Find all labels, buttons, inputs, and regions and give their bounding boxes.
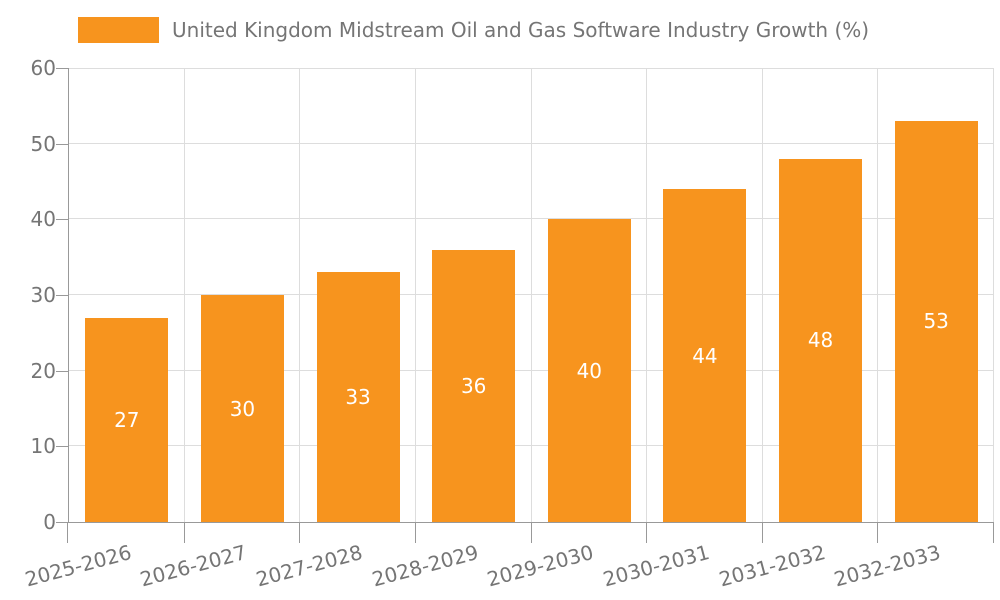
x-axis-tick — [299, 523, 301, 543]
y-axis-label: 0 — [43, 510, 56, 534]
bar-value-label: 33 — [345, 385, 371, 410]
x-axis-label: 2031-2032 — [716, 540, 828, 592]
bar-value-label: 30 — [229, 396, 256, 421]
bar[interactable]: 36 — [432, 249, 516, 522]
x-axis-tick — [183, 523, 185, 543]
y-gridline — [69, 369, 994, 371]
bar[interactable]: 48 — [779, 158, 863, 522]
bar-value-label: 36 — [460, 373, 487, 398]
x-gridline — [530, 68, 532, 522]
x-gridline — [183, 68, 185, 522]
y-axis-tick — [56, 68, 68, 69]
legend-label: United Kingdom Midstream Oil and Gas Sof… — [172, 18, 870, 42]
y-axis-tick — [56, 446, 68, 448]
y-axis-label: 10 — [30, 434, 56, 459]
y-gridline — [69, 445, 994, 447]
x-gridline — [877, 68, 879, 522]
x-axis-label: 2029-2030 — [484, 540, 597, 592]
y-axis-tick — [56, 143, 68, 145]
x-axis-tick — [646, 523, 648, 543]
legend-swatch-icon — [78, 17, 159, 43]
x-axis-label: 2026-2027 — [137, 540, 250, 592]
x-axis-label: 2032-2033 — [831, 540, 944, 592]
y-gridline — [69, 142, 994, 144]
y-axis-label: 20 — [30, 358, 56, 383]
x-axis-tick — [761, 523, 763, 543]
bar[interactable]: 40 — [547, 219, 631, 522]
bar[interactable]: 30 — [200, 295, 284, 522]
x-gridline — [993, 68, 994, 522]
x-axis-tick — [993, 523, 994, 543]
x-axis-label: 2025-2026 — [22, 540, 134, 592]
bar[interactable]: 44 — [663, 189, 747, 522]
bar[interactable]: 53 — [894, 120, 978, 522]
y-axis-label: 50 — [30, 131, 56, 156]
y-axis-label: 30 — [30, 283, 56, 307]
legend[interactable]: United Kingdom Midstream Oil and Gas Sof… — [78, 17, 869, 43]
y-gridline — [69, 68, 994, 69]
y-axis-label: 40 — [30, 207, 56, 232]
x-axis-label: 2030-2031 — [600, 540, 712, 592]
y-axis-tick — [56, 522, 68, 523]
y-gridline — [69, 218, 994, 220]
plot-area: 27 30 33 36 40 44 48 53 — [68, 68, 994, 523]
y-axis-label: 60 — [30, 56, 56, 80]
x-axis-label: 2027-2028 — [253, 540, 366, 592]
bar-value-label: 48 — [807, 328, 834, 353]
x-axis-tick — [530, 523, 532, 543]
y-axis-tick — [56, 219, 68, 221]
y-axis-tick — [56, 295, 68, 296]
bar-value-label: 53 — [923, 309, 949, 334]
bar-value-label: 27 — [114, 407, 140, 432]
bar[interactable]: 27 — [85, 317, 169, 522]
y-gridline — [69, 294, 994, 295]
bar-value-label: 40 — [576, 358, 603, 383]
bar-value-label: 44 — [692, 343, 718, 368]
x-axis-label: 2028-2029 — [369, 540, 481, 592]
x-gridline — [646, 68, 648, 522]
x-axis-tick — [877, 523, 879, 543]
x-axis-tick — [414, 523, 416, 543]
bar[interactable]: 33 — [316, 272, 400, 522]
y-axis-tick — [56, 370, 68, 372]
x-gridline — [414, 68, 416, 522]
x-gridline — [761, 68, 763, 522]
x-axis-tick — [67, 523, 68, 543]
x-gridline — [299, 68, 301, 522]
